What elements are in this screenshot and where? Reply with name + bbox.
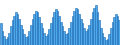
- Bar: [93, 8, 95, 45]
- Bar: [63, 31, 65, 45]
- Bar: [108, 34, 110, 45]
- Bar: [47, 34, 48, 45]
- Bar: [87, 29, 88, 45]
- Bar: [52, 17, 53, 45]
- Bar: [12, 20, 13, 45]
- Bar: [15, 12, 17, 45]
- Bar: [20, 25, 22, 45]
- Bar: [112, 22, 113, 45]
- Bar: [85, 31, 87, 45]
- Bar: [105, 40, 107, 45]
- Bar: [33, 14, 35, 45]
- Bar: [78, 14, 80, 45]
- Bar: [10, 26, 12, 45]
- Bar: [77, 9, 78, 45]
- Bar: [80, 19, 82, 45]
- Bar: [35, 11, 37, 45]
- Bar: [30, 25, 32, 45]
- Bar: [70, 22, 72, 45]
- Bar: [72, 16, 73, 45]
- Bar: [42, 28, 43, 45]
- Bar: [75, 8, 77, 45]
- Bar: [57, 11, 58, 45]
- Bar: [45, 36, 47, 45]
- Bar: [18, 19, 20, 45]
- Bar: [92, 12, 93, 45]
- Bar: [83, 28, 85, 45]
- Bar: [23, 34, 25, 45]
- Bar: [60, 22, 62, 45]
- Bar: [110, 28, 112, 45]
- Bar: [25, 37, 27, 45]
- Bar: [53, 12, 55, 45]
- Bar: [32, 19, 33, 45]
- Bar: [62, 26, 63, 45]
- Bar: [73, 11, 75, 45]
- Bar: [68, 28, 70, 45]
- Bar: [115, 14, 117, 45]
- Bar: [8, 33, 10, 45]
- Bar: [3, 36, 5, 45]
- Bar: [55, 9, 57, 45]
- Bar: [67, 33, 68, 45]
- Bar: [5, 39, 7, 45]
- Bar: [97, 12, 98, 45]
- Bar: [90, 19, 92, 45]
- Bar: [118, 20, 120, 45]
- Bar: [95, 5, 97, 45]
- Bar: [7, 37, 8, 45]
- Bar: [50, 23, 52, 45]
- Bar: [27, 36, 28, 45]
- Bar: [113, 17, 115, 45]
- Bar: [28, 31, 30, 45]
- Bar: [13, 16, 15, 45]
- Bar: [17, 14, 18, 45]
- Bar: [58, 16, 60, 45]
- Bar: [107, 39, 108, 45]
- Bar: [103, 37, 105, 45]
- Bar: [48, 29, 50, 45]
- Bar: [100, 28, 102, 45]
- Bar: [65, 34, 67, 45]
- Bar: [0, 23, 2, 45]
- Bar: [40, 23, 42, 45]
- Bar: [117, 16, 118, 45]
- Bar: [102, 33, 103, 45]
- Bar: [88, 25, 90, 45]
- Bar: [37, 12, 38, 45]
- Bar: [2, 31, 3, 45]
- Bar: [82, 23, 83, 45]
- Bar: [98, 20, 100, 45]
- Bar: [43, 33, 45, 45]
- Bar: [38, 17, 40, 45]
- Bar: [22, 29, 23, 45]
